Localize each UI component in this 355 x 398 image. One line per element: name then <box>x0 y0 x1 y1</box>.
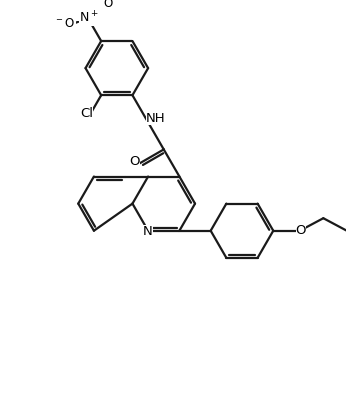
Text: $^-$O: $^-$O <box>54 17 76 30</box>
Text: N$^+$: N$^+$ <box>79 10 99 25</box>
Text: Cl: Cl <box>80 107 93 120</box>
Text: O: O <box>129 155 140 168</box>
Text: NH: NH <box>146 112 165 125</box>
Text: N: N <box>143 225 153 238</box>
Text: O: O <box>103 0 112 10</box>
Text: O: O <box>296 224 306 237</box>
